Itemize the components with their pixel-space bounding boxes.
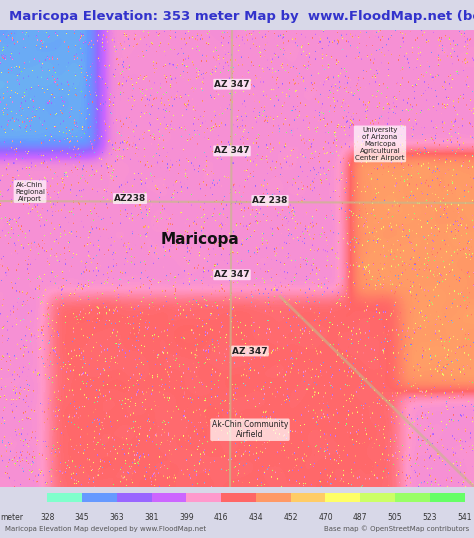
Bar xyxy=(395,493,430,502)
Text: 434: 434 xyxy=(249,513,263,522)
Text: 381: 381 xyxy=(145,513,159,522)
Text: 345: 345 xyxy=(75,513,90,522)
Text: AZ 347: AZ 347 xyxy=(232,346,268,356)
Text: AZ 347: AZ 347 xyxy=(214,270,250,279)
Text: Base map © OpenStreetMap contributors: Base map © OpenStreetMap contributors xyxy=(324,526,469,533)
Text: Maricopa Elevation: 353 meter Map by  www.FloodMap.net (beta): Maricopa Elevation: 353 meter Map by www… xyxy=(9,10,474,23)
Text: Maricopa: Maricopa xyxy=(161,232,239,247)
Bar xyxy=(326,493,360,502)
Bar xyxy=(256,493,291,502)
Text: AZ 347: AZ 347 xyxy=(214,146,250,155)
Bar xyxy=(152,493,186,502)
Bar xyxy=(291,493,326,502)
Text: Ak-Chin
Regional
Airport: Ak-Chin Regional Airport xyxy=(15,181,45,202)
Text: AZ238: AZ238 xyxy=(114,194,146,203)
Bar xyxy=(221,493,256,502)
Bar xyxy=(430,493,465,502)
Text: AZ 347: AZ 347 xyxy=(214,80,250,89)
Text: Maricopa Elevation Map developed by www.FloodMap.net: Maricopa Elevation Map developed by www.… xyxy=(5,526,206,532)
Text: 399: 399 xyxy=(179,513,194,522)
Bar xyxy=(360,493,395,502)
Text: 487: 487 xyxy=(353,513,367,522)
Text: meter: meter xyxy=(0,513,23,522)
Text: 328: 328 xyxy=(40,513,55,522)
Text: 416: 416 xyxy=(214,513,228,522)
Text: 541: 541 xyxy=(457,513,472,522)
Text: 452: 452 xyxy=(283,513,298,522)
Text: 470: 470 xyxy=(318,513,333,522)
Text: 505: 505 xyxy=(388,513,402,522)
Bar xyxy=(186,493,221,502)
Text: Ak-Chin Community
Airfield: Ak-Chin Community Airfield xyxy=(212,420,288,440)
Bar xyxy=(47,493,82,502)
Text: University
of Arizona
Maricopa
Agricultural
Center Airport: University of Arizona Maricopa Agricultu… xyxy=(355,127,405,161)
Text: AZ 238: AZ 238 xyxy=(252,196,288,205)
Text: 523: 523 xyxy=(422,513,437,522)
Bar xyxy=(82,493,117,502)
Text: 363: 363 xyxy=(109,513,124,522)
Bar xyxy=(117,493,152,502)
